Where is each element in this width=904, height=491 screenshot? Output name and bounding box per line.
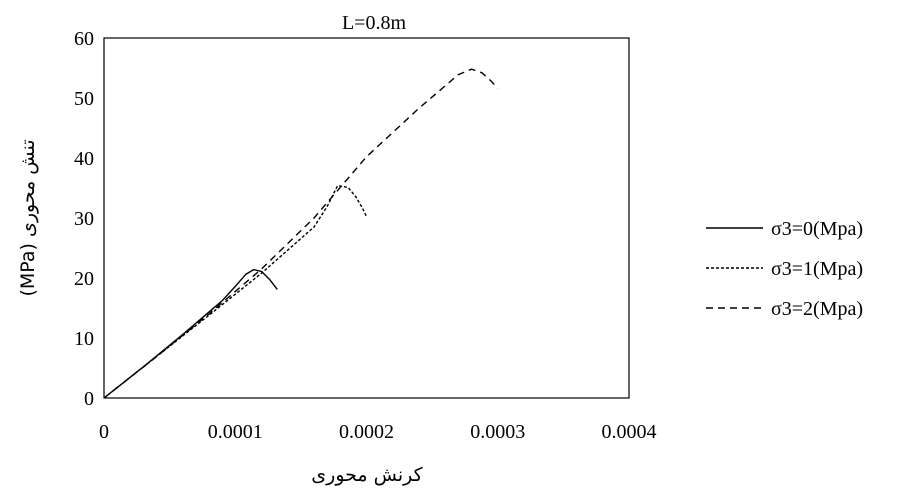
plot-area: [103, 37, 630, 399]
x-tick-label: 0.0003: [470, 421, 525, 443]
data-series: [103, 68, 499, 399]
y-axis-ticks: 0 10 20 30 40 50 60: [74, 28, 94, 410]
y-tick-label: 0: [84, 388, 94, 410]
legend-label-2: σ3=2(Mpa): [771, 298, 863, 320]
series-line-2: [103, 68, 499, 399]
chart-title: L=0.8m: [342, 12, 406, 34]
series-line-0: [103, 268, 278, 399]
y-axis-label: تنش محوری (MPa): [17, 139, 39, 296]
x-tick-label: 0.0004: [602, 421, 657, 443]
y-tick-label: 20: [74, 268, 94, 290]
legend-label-1: σ3=1(Mpa): [771, 258, 863, 280]
x-tick-label: 0: [99, 421, 109, 443]
legend-label-0: σ3=0(Mpa): [771, 218, 863, 240]
y-tick-label: 30: [74, 208, 94, 230]
y-tick-label: 60: [74, 28, 94, 50]
y-tick-label: 40: [74, 148, 94, 170]
x-tick-label: 0.0002: [339, 421, 394, 443]
x-axis-label: کرنش محوری: [311, 464, 423, 486]
x-axis-ticks: 0 0.0001 0.0002 0.0003 0.0004: [99, 421, 657, 443]
legend: σ3=0(Mpa) σ3=1(Mpa) σ3=2(Mpa): [706, 218, 863, 320]
y-tick-label: 50: [74, 88, 94, 110]
y-tick-label: 10: [74, 328, 94, 350]
x-tick-label: 0.0001: [208, 421, 263, 443]
